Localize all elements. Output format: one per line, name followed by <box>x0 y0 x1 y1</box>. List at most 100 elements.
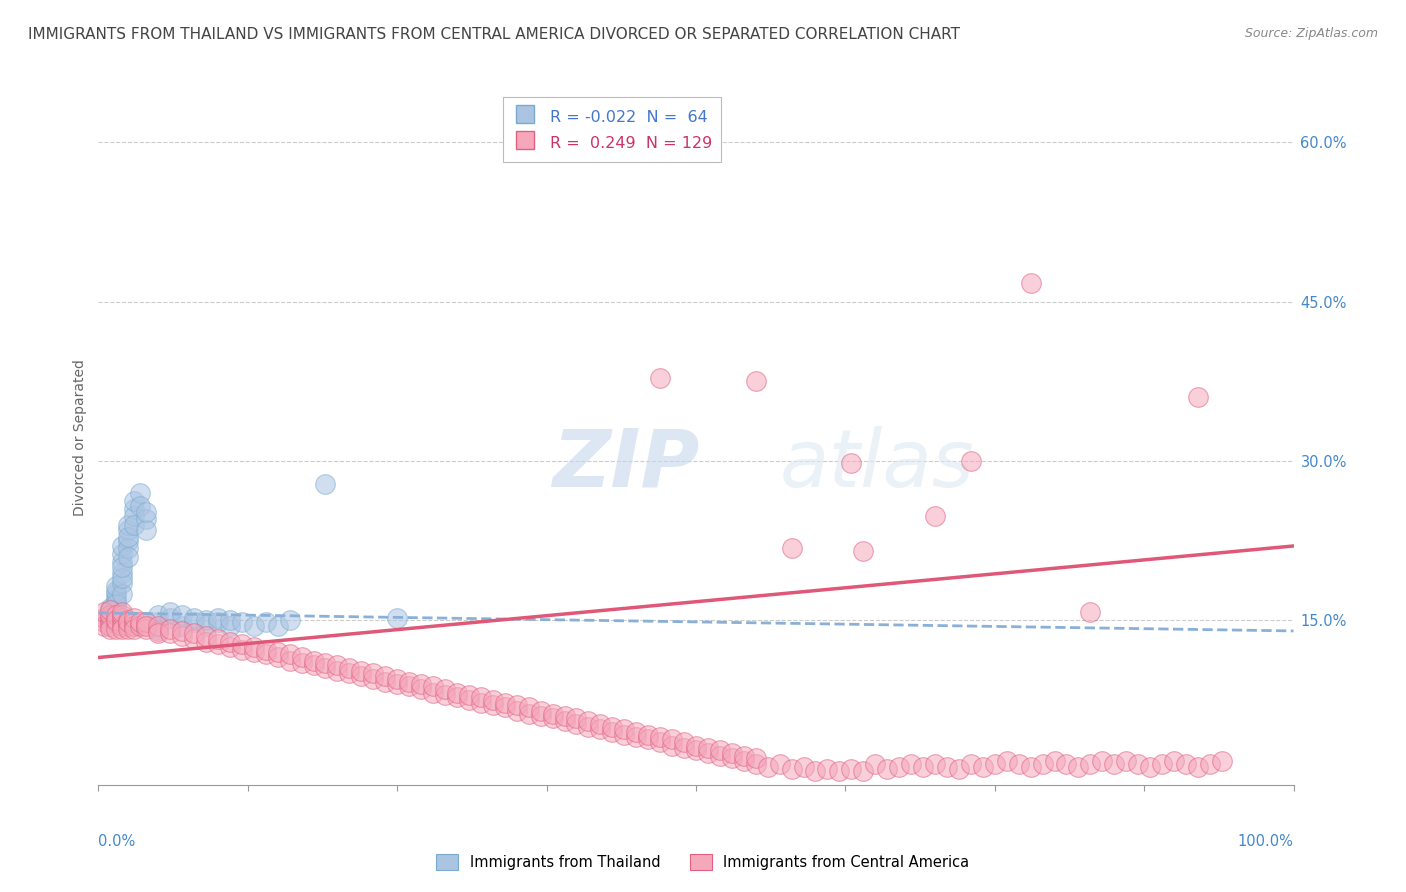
Point <box>195 618 218 632</box>
Point <box>135 618 157 632</box>
Point <box>148 624 170 638</box>
Point <box>852 764 875 779</box>
Point <box>721 746 744 760</box>
Point <box>626 724 648 739</box>
Point <box>589 717 612 731</box>
Point <box>98 607 122 622</box>
Point <box>517 706 540 721</box>
Point <box>613 722 636 736</box>
Point <box>339 666 361 681</box>
Point <box>207 615 229 630</box>
Point <box>105 600 128 615</box>
Text: Source: ZipAtlas.com: Source: ZipAtlas.com <box>1244 27 1378 40</box>
Point <box>117 615 139 630</box>
Point <box>326 665 349 679</box>
Point <box>554 709 576 723</box>
Point <box>1067 760 1090 774</box>
Point <box>117 531 139 545</box>
Point <box>117 613 139 627</box>
Point <box>613 728 636 742</box>
Point <box>124 611 146 625</box>
Point <box>960 756 983 771</box>
Point <box>98 603 122 617</box>
Point <box>254 643 277 657</box>
Point <box>98 618 122 632</box>
Point <box>411 677 433 691</box>
Point <box>1104 756 1126 771</box>
Point <box>243 645 266 659</box>
Point <box>98 600 122 615</box>
Point <box>911 760 934 774</box>
Point <box>721 751 744 765</box>
Point <box>363 672 385 686</box>
Point <box>648 371 672 385</box>
Point <box>207 632 229 647</box>
Point <box>278 648 301 662</box>
Point <box>302 654 325 668</box>
Point <box>1187 760 1209 774</box>
Point <box>207 611 229 625</box>
Point <box>446 685 468 699</box>
Point <box>1080 605 1102 619</box>
Point <box>780 762 803 776</box>
Point <box>219 634 242 648</box>
Point <box>124 509 146 524</box>
Point <box>243 618 266 632</box>
Point <box>105 613 128 627</box>
Point <box>117 517 139 532</box>
Point <box>98 611 122 625</box>
Point <box>554 714 576 729</box>
Point <box>506 704 529 718</box>
Point <box>1128 756 1150 771</box>
Point <box>602 724 624 739</box>
Point <box>481 698 505 713</box>
Point <box>900 756 922 771</box>
Point <box>326 657 349 672</box>
Point <box>936 760 959 774</box>
Point <box>135 615 157 630</box>
Point <box>183 626 205 640</box>
Point <box>565 711 588 725</box>
Point <box>148 615 170 630</box>
Point <box>111 560 134 574</box>
Point <box>889 760 911 774</box>
Point <box>458 688 481 702</box>
Point <box>105 579 128 593</box>
Point <box>124 618 146 632</box>
Point <box>1019 276 1042 290</box>
Point <box>98 607 122 622</box>
Point <box>565 717 588 731</box>
Point <box>111 622 134 636</box>
Point <box>685 743 707 757</box>
Point <box>350 668 373 682</box>
Point <box>745 374 768 388</box>
Point <box>111 576 134 591</box>
Point <box>315 661 337 675</box>
Point <box>841 456 863 470</box>
Y-axis label: Divorced or Separated: Divorced or Separated <box>73 359 87 516</box>
Point <box>111 571 134 585</box>
Point <box>1043 754 1066 768</box>
Point <box>98 611 122 625</box>
Point <box>219 640 242 654</box>
Point <box>1163 754 1185 768</box>
Point <box>506 698 529 713</box>
Point <box>111 555 134 569</box>
Point <box>98 603 122 617</box>
Point <box>135 505 157 519</box>
Point <box>135 622 157 636</box>
Point <box>350 665 373 679</box>
Point <box>530 704 553 718</box>
Legend: R = -0.022  N =  64, R =  0.249  N = 129: R = -0.022 N = 64, R = 0.249 N = 129 <box>503 97 721 161</box>
Point <box>434 688 457 702</box>
Point <box>111 605 134 619</box>
Point <box>93 611 115 625</box>
Point <box>183 632 205 647</box>
Point <box>172 629 194 643</box>
Point <box>924 756 946 771</box>
Point <box>98 607 122 622</box>
Point <box>278 613 301 627</box>
Point <box>685 739 707 753</box>
Point <box>1187 390 1209 404</box>
Point <box>105 583 128 598</box>
